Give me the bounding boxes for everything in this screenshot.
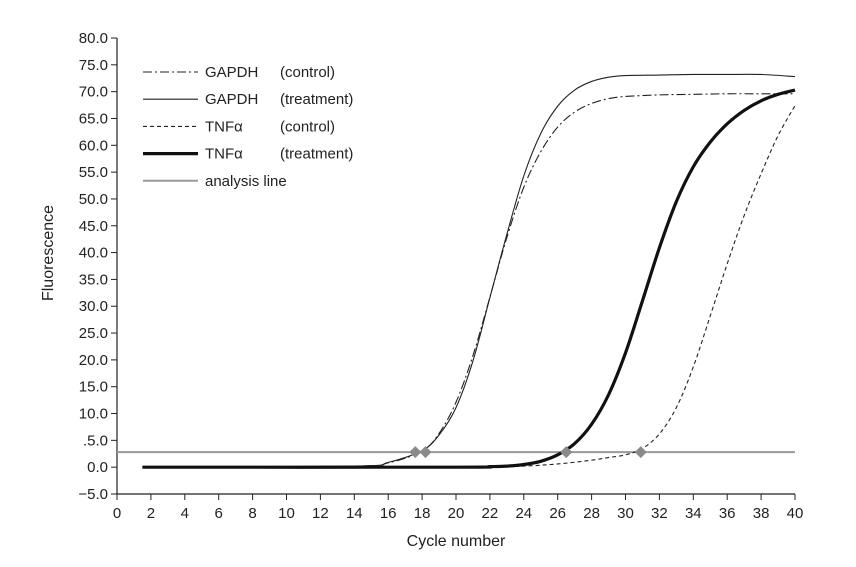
legend-gapdh-treatment-label: GAPDH	[205, 91, 258, 108]
x-tick-label: 0	[113, 505, 121, 522]
x-tick-label: 14	[346, 505, 363, 522]
x-tick-label: 34	[685, 505, 702, 522]
x-tick-label: 36	[719, 505, 736, 522]
y-tick-label: 60.0	[79, 137, 108, 154]
x-tick-label: 16	[380, 505, 397, 522]
y-tick-label: 35.0	[79, 271, 108, 288]
x-tick-label: 2	[147, 505, 155, 522]
legend-gapdh-control-condition: (control)	[280, 64, 335, 81]
y-tick-label: 65.0	[79, 110, 108, 127]
threshold-marker	[634, 446, 647, 459]
threshold-marker	[560, 446, 573, 459]
x-tick-label: 26	[549, 505, 566, 522]
threshold-marker	[419, 446, 432, 459]
y-tick-label: −5.0	[78, 486, 108, 503]
y-tick-label: .5.0	[83, 432, 108, 449]
x-tick-label: 30	[617, 505, 634, 522]
x-tick-label: 18	[414, 505, 431, 522]
legend-analysis-line-label: analysis line	[205, 173, 287, 190]
x-tick-label: 28	[583, 505, 600, 522]
legend-tnfa-treatment-label: TNFα	[205, 146, 243, 163]
y-tick-label: 70.0	[79, 84, 108, 101]
series-tnfa-treatment	[142, 88, 796, 469]
legend: GAPDH (control) GAPDH (treatment) TNFα (contr…	[143, 64, 353, 190]
y-tick-label: 30.0	[79, 298, 108, 315]
y-tick-label: 55.0	[79, 164, 108, 181]
y-tick-label: 40.0	[79, 245, 108, 262]
y-tick-label: 75.0	[79, 57, 108, 74]
threshold-markers	[409, 446, 647, 459]
x-tick-label: 24	[515, 505, 532, 522]
x-tick-label: 12	[312, 505, 329, 522]
x-tick-label: 8	[248, 505, 256, 522]
legend-tnfa-treatment-condition: (treatment)	[280, 146, 353, 163]
y-tick-label: 15.0	[79, 379, 108, 396]
x-tick-label: 10	[278, 505, 295, 522]
x-tick-label: 40	[787, 505, 804, 522]
y-axis-title: Fluorescence	[40, 205, 57, 301]
legend-tnfa-control-condition: (control)	[280, 118, 335, 135]
y-tick-label: 10.0	[79, 406, 108, 423]
x-tick-label: 4	[181, 505, 189, 522]
x-axis-title: Cycle number	[407, 533, 506, 550]
y-tick-label: 20.0	[79, 352, 108, 369]
x-tick-label: 32	[651, 505, 668, 522]
legend-gapdh-treatment-condition: (treatment)	[280, 91, 353, 108]
legend-gapdh-control-label: GAPDH	[205, 64, 258, 81]
x-tick-label: 38	[753, 505, 770, 522]
x-tick-label: 20	[448, 505, 465, 522]
y-tick-label: 45.0	[79, 218, 108, 235]
y-tick-label: 50.0	[79, 191, 108, 208]
y-tick-label: 25.0	[79, 325, 108, 342]
y-tick-label: 80.0	[79, 30, 108, 47]
axes: −5.0 0.0 .5.0 10.0 15.0 20.0 25.0 30.0 35.0 40.0 4…	[78, 30, 803, 522]
x-tick-label: 22	[482, 505, 499, 522]
threshold-marker	[409, 446, 422, 459]
legend-tnfa-control-label: TNFα	[205, 118, 243, 135]
y-tick-label: 0.0	[87, 459, 108, 476]
x-tick-label: 6	[215, 505, 223, 522]
